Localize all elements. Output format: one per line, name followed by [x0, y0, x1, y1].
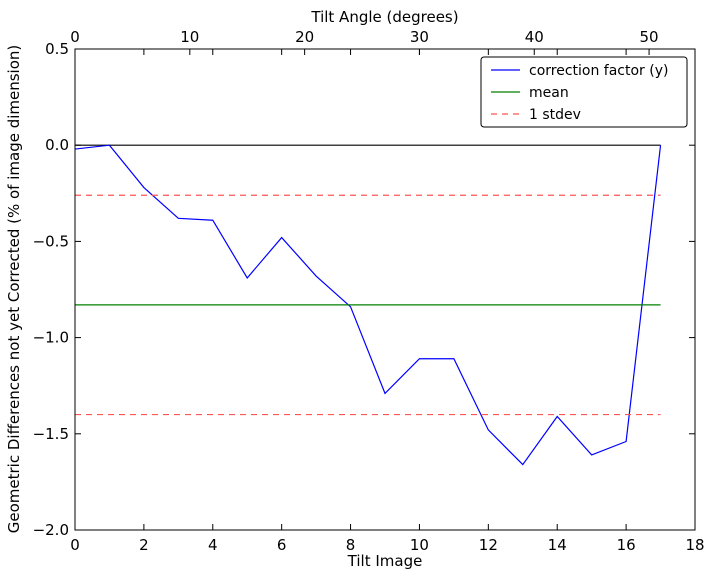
x-tick-label: 0 [70, 536, 80, 554]
legend-label-stdev: 1 stdev [529, 107, 581, 123]
x-tick-label: 8 [346, 536, 356, 554]
legend-label-correction: correction factor (y) [529, 63, 668, 79]
y-tick-label: 0.0 [45, 136, 69, 154]
y-tick-label: −1.5 [33, 425, 69, 443]
x2-tick-label: 30 [410, 28, 429, 46]
plot-frame [74, 48, 696, 531]
x-tick-label: 14 [548, 536, 567, 554]
ticks-layer: 0 2 4 6 8 10 12 14 16 18 0 10 20 30 40 50 −2.0 −1.5 −1.0 −0… [33, 28, 705, 554]
x2-tick-label: 20 [295, 28, 314, 46]
legend-label-mean: mean [529, 85, 569, 101]
x-tick-label: 16 [617, 536, 636, 554]
x-tick-label: 4 [208, 536, 218, 554]
legend-box [480, 56, 688, 128]
y-tick-label: −0.5 [33, 232, 69, 250]
y-tick-label: 0.5 [45, 40, 69, 58]
x2-tick-label: 40 [525, 28, 544, 46]
legend: correction factor (y) mean 1 stdev [480, 56, 688, 128]
x-tick-label: 10 [410, 536, 429, 554]
x-axis-title: Tilt Image [347, 552, 423, 570]
plot-layer [74, 144, 662, 466]
y-axis-title: Geometric Differences not yet Corrected … [5, 45, 23, 534]
y-tick-label: −1.0 [33, 329, 69, 347]
x2-axis-title: Tilt Angle (degrees) [310, 8, 458, 26]
x-tick-label: 6 [277, 536, 287, 554]
y-tick-label: −2.0 [33, 521, 69, 539]
x-tick-label: 12 [479, 536, 498, 554]
x2-tick-label: 50 [640, 28, 659, 46]
x-tick-label: 18 [685, 536, 704, 554]
x-tick-label: 2 [139, 536, 149, 554]
x2-tick-label: 0 [70, 28, 80, 46]
x2-tick-label: 10 [180, 28, 199, 46]
series-line-correction-factor-y-0 [74, 144, 662, 466]
